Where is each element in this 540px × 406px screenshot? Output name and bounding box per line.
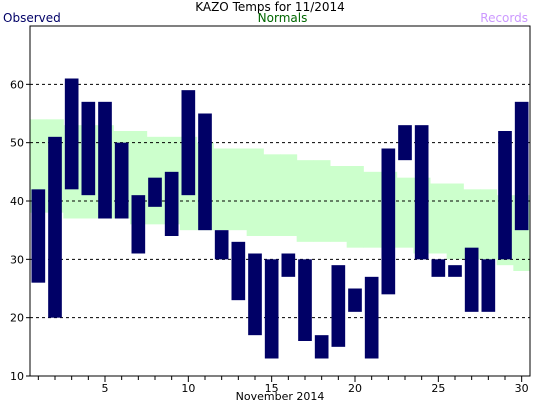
observed-bar-day-24 <box>414 125 429 260</box>
normal-band-day-16 <box>280 154 298 236</box>
observed-bar-day-28 <box>481 259 496 312</box>
x-tick-label-15: 15 <box>265 382 279 395</box>
y-tick-label-60: 60 <box>10 78 24 91</box>
normal-band-day-14 <box>246 148 264 236</box>
x-tick-label-10: 10 <box>181 382 195 395</box>
normal-band-day-27 <box>463 189 481 260</box>
observed-bar-day-4 <box>81 101 96 196</box>
y-tick-label-40: 40 <box>10 195 24 208</box>
observed-bar-day-14 <box>248 253 262 336</box>
normal-band-day-23 <box>396 177 414 248</box>
y-tick-label-30: 30 <box>10 253 24 266</box>
x-tick-label-5: 5 <box>102 382 109 395</box>
normal-band-day-19 <box>330 166 348 242</box>
observed-bar-day-15 <box>264 259 279 359</box>
observed-bar-day-23 <box>398 125 412 161</box>
observed-bar-day-9 <box>164 171 179 236</box>
observed-bar-day-17 <box>298 259 312 341</box>
y-tick-label-20: 20 <box>10 312 24 325</box>
observed-bar-day-3 <box>64 78 79 190</box>
chart-title: KAZO Temps for 11/2014 <box>195 0 345 14</box>
observed-bar-day-20 <box>348 288 362 312</box>
normal-band-day-25 <box>430 183 448 254</box>
observed-bar-day-11 <box>198 113 212 231</box>
x-tick-label-20: 20 <box>348 382 362 395</box>
observed-bar-day-29 <box>498 131 512 260</box>
observed-bar-day-30 <box>514 101 529 231</box>
observed-bar-day-27 <box>464 247 479 312</box>
observed-bar-day-12 <box>214 230 229 260</box>
observed-bar-day-25 <box>431 259 446 277</box>
x-axis-label: November 2014 <box>235 390 325 403</box>
observed-bar-day-10 <box>181 90 196 196</box>
y-tick-label-10: 10 <box>10 370 24 383</box>
observed-bar-day-6 <box>114 142 129 219</box>
observed-bar-day-18 <box>314 335 329 359</box>
observed-bar-day-2 <box>48 136 62 318</box>
observed-bar-day-7 <box>131 195 146 254</box>
legend-normals: Normals <box>257 11 308 25</box>
normal-band-day-13 <box>230 148 248 231</box>
observed-bar-day-5 <box>98 101 112 219</box>
observed-bar-day-26 <box>448 265 462 277</box>
legend-observed: Observed <box>3 11 61 25</box>
x-tick-label-25: 25 <box>431 382 445 395</box>
observed-bar-day-16 <box>281 253 296 277</box>
observed-bar-day-19 <box>331 265 346 347</box>
normal-band-day-28 <box>480 189 498 260</box>
normal-band-day-15 <box>263 154 281 236</box>
legend-records: Records <box>480 11 528 25</box>
observed-bar-day-13 <box>231 241 246 301</box>
observed-bar-day-21 <box>364 276 379 359</box>
y-tick-label-50: 50 <box>10 137 24 150</box>
x-tick-label-30: 30 <box>515 382 529 395</box>
observed-bar-day-1 <box>31 189 46 283</box>
observed-bar-day-22 <box>381 148 396 295</box>
normal-band-day-12 <box>213 148 231 231</box>
normal-band-day-17 <box>296 160 314 242</box>
normal-band-day-21 <box>363 171 381 248</box>
observed-bar-day-8 <box>148 177 162 207</box>
normal-band-day-20 <box>346 166 364 248</box>
normal-band-day-26 <box>446 183 464 260</box>
normal-band-day-18 <box>313 160 331 242</box>
